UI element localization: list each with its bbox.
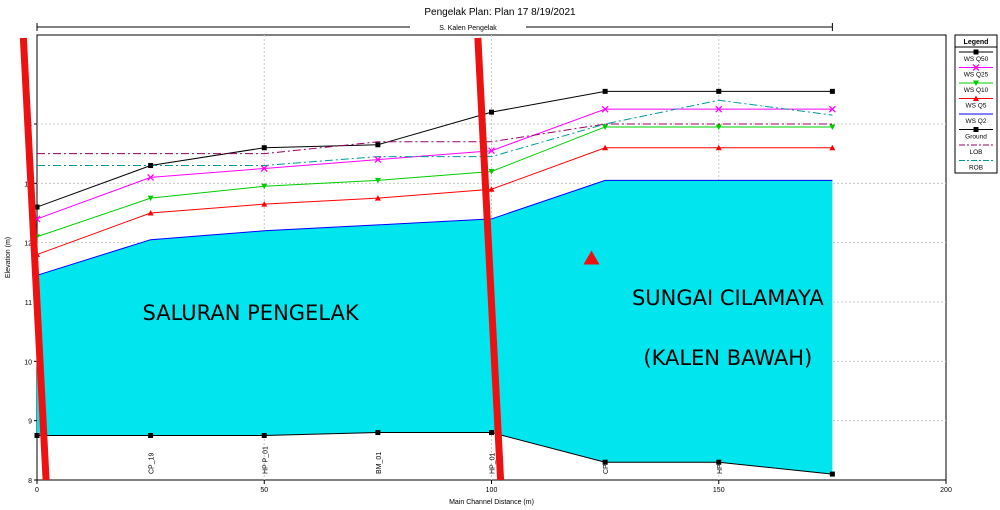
legend: Legend WS Q50 WS Q25 WS Q10 WS Q5 WS Q2 Ground… xyxy=(954,34,998,174)
data-point xyxy=(488,147,495,155)
legend-label: WS Q25 xyxy=(964,72,989,79)
data-point xyxy=(375,142,381,148)
series-line-rob xyxy=(37,99,833,167)
legend-label: Ground xyxy=(965,134,987,141)
data-point xyxy=(488,168,495,175)
y-axis-label: Elevation (m) xyxy=(5,237,12,278)
legend-box xyxy=(954,34,998,174)
section-label: HP xyxy=(717,464,724,474)
data-point xyxy=(147,195,154,202)
data-point-b xyxy=(260,165,268,172)
annotation-sungai-cilamaya: SUNGAI CILAMAYA xyxy=(632,286,824,310)
y-tick-label: 9 xyxy=(28,419,32,426)
data-point-b xyxy=(147,173,155,181)
series-line-ws-q5 xyxy=(36,147,833,256)
data-point xyxy=(489,109,494,115)
data-point xyxy=(261,433,267,438)
x-tick-label: 200 xyxy=(940,487,952,494)
data-point xyxy=(374,156,382,164)
y-tick-label: 8 xyxy=(28,478,32,485)
data-point xyxy=(716,88,722,94)
data-point-b xyxy=(715,105,723,113)
data-point xyxy=(148,163,154,169)
data-point xyxy=(829,124,836,130)
data-point xyxy=(375,430,381,436)
data-point xyxy=(716,459,722,465)
series-line-ws-q50 xyxy=(36,90,833,208)
section-label: BM_01 xyxy=(376,452,383,474)
data-point xyxy=(34,433,40,438)
data-point xyxy=(715,124,722,130)
data-point xyxy=(261,201,268,207)
legend-marker xyxy=(973,49,979,55)
data-point-b xyxy=(374,156,382,164)
data-point xyxy=(602,88,608,94)
legend-marker xyxy=(973,127,979,132)
legend-marker xyxy=(973,95,979,101)
data-point xyxy=(829,88,835,94)
data-point-b xyxy=(828,105,836,113)
x-tick-label: 100 xyxy=(486,487,498,494)
legend-label: WS Q50 xyxy=(964,56,989,63)
legend-label: LOB xyxy=(969,149,982,156)
annotation-saluran-pengelak: SALURAN PENGELAK xyxy=(143,301,360,325)
data-point xyxy=(828,105,836,113)
legend-marker-b xyxy=(972,64,980,71)
legend-marker xyxy=(972,64,980,71)
red-divider-line xyxy=(19,37,50,481)
red-divider-line xyxy=(474,37,505,481)
legend-label: WS Q10 xyxy=(964,87,989,94)
legend-marker xyxy=(973,80,979,86)
legend-label: WS Q2 xyxy=(966,118,987,125)
data-point xyxy=(829,144,836,151)
series-line-ws-q2 xyxy=(36,179,833,276)
data-point xyxy=(260,165,268,172)
x-tick-label: 50 xyxy=(260,487,268,494)
data-point xyxy=(715,144,722,151)
y-tick-label: 11 xyxy=(25,300,32,307)
data-point xyxy=(489,430,494,436)
chart-title: Pengelak Plan: Plan 17 8/19/2021 xyxy=(424,7,576,18)
data-point xyxy=(488,186,495,192)
data-point xyxy=(147,173,155,181)
legend-label: ROB xyxy=(969,165,983,172)
section-label: HP_01 xyxy=(490,452,497,474)
data-point xyxy=(147,210,154,216)
x-axis-label: Main Channel Distance (m) xyxy=(449,499,534,506)
x-tick-label: 0 xyxy=(35,487,39,494)
y-tick-label: 10 xyxy=(24,359,32,366)
data-point xyxy=(374,177,381,184)
series-line-ground xyxy=(37,432,833,475)
subtitle-bg xyxy=(410,22,526,32)
data-point xyxy=(261,145,267,151)
data-point xyxy=(148,433,154,438)
data-point xyxy=(374,195,381,201)
data-point xyxy=(829,471,835,477)
series-line-ws-q10 xyxy=(36,126,833,238)
y-tick-label: 12 xyxy=(24,241,32,248)
water-fill xyxy=(37,180,833,475)
data-point-b xyxy=(488,147,495,155)
chart-subtitle: S. Kalen Pengelak xyxy=(439,25,497,32)
section-label: HP P_01 xyxy=(262,446,269,474)
data-point xyxy=(34,204,40,210)
data-point-b xyxy=(601,105,609,113)
series-line-ws-q25 xyxy=(36,108,833,220)
annotation-kalen-bawah: (KALEN BAWAH) xyxy=(643,346,812,370)
red-triangle-marker xyxy=(583,250,600,265)
x-tick-label: 150 xyxy=(713,487,725,494)
section-label: CP xyxy=(603,464,610,474)
data-point xyxy=(602,459,608,465)
data-point xyxy=(602,124,609,130)
legend-title: Legend xyxy=(964,39,989,46)
section-label: CP_19 xyxy=(149,452,156,474)
legend-label: WS Q5 xyxy=(966,103,987,110)
data-point xyxy=(261,183,268,190)
data-point xyxy=(601,105,609,113)
data-point xyxy=(602,144,609,151)
series-line-lob xyxy=(37,123,833,155)
data-point xyxy=(715,105,723,113)
